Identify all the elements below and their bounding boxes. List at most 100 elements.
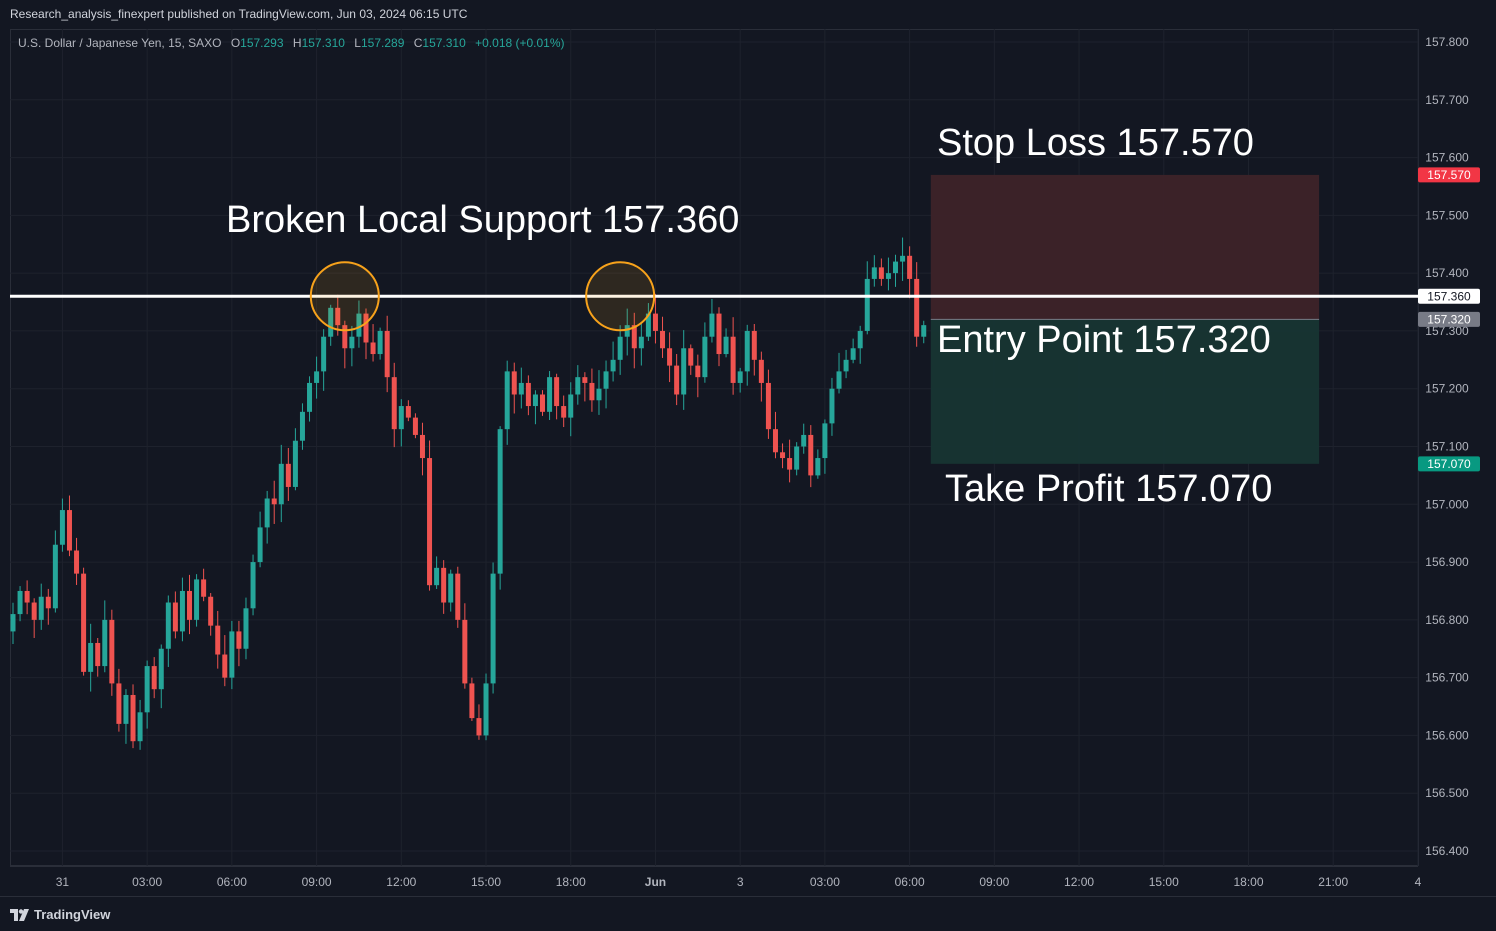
time-tick-label: 3 bbox=[737, 875, 744, 889]
candle-body bbox=[829, 388, 835, 424]
candle-body bbox=[561, 406, 567, 418]
candle-body bbox=[38, 596, 44, 620]
price-tick-label: 157.000 bbox=[1425, 497, 1469, 511]
price-tick-label: 156.500 bbox=[1425, 786, 1469, 800]
time-tick-label: Jun bbox=[645, 875, 666, 889]
time-tick-label: 18:00 bbox=[1233, 875, 1263, 889]
candle-body bbox=[504, 371, 510, 430]
candle-body bbox=[801, 434, 807, 447]
candle-body bbox=[419, 434, 425, 459]
candle-body bbox=[194, 579, 200, 620]
candle-body bbox=[172, 602, 178, 632]
price-tick-label: 157.200 bbox=[1425, 382, 1469, 396]
candle-body bbox=[674, 365, 680, 395]
candle-body bbox=[787, 458, 793, 470]
candle-body bbox=[187, 590, 192, 620]
candle-body bbox=[441, 567, 447, 603]
candle-body bbox=[74, 550, 80, 574]
time-tick-label: 06:00 bbox=[217, 875, 247, 889]
candle-body bbox=[59, 510, 65, 545]
candle-body bbox=[52, 544, 58, 609]
time-tick-label: 03:00 bbox=[810, 875, 840, 889]
candle-body bbox=[822, 423, 828, 459]
candle-body bbox=[328, 307, 334, 337]
candle-body bbox=[95, 642, 101, 667]
candle-body bbox=[518, 382, 524, 395]
support-annotation: Broken Local Support 157.360 bbox=[226, 199, 740, 241]
price-axis-tag bbox=[1418, 311, 1480, 327]
candle-body bbox=[116, 683, 122, 724]
time-axis[interactable] bbox=[10, 866, 1418, 896]
candle-body bbox=[292, 440, 298, 487]
candle-body bbox=[660, 330, 666, 349]
candle-body bbox=[617, 336, 623, 360]
candle-body bbox=[285, 463, 291, 487]
symbol-legend: U.S. Dollar / Japanese Yen, 15, SAXO O15… bbox=[18, 36, 565, 50]
price-axis-tag-label: 157.360 bbox=[1427, 289, 1471, 303]
candle-body bbox=[631, 325, 637, 349]
candle-body bbox=[695, 365, 701, 378]
candle-body bbox=[794, 446, 800, 470]
price-tick-label: 156.900 bbox=[1425, 555, 1469, 569]
candle-body bbox=[201, 579, 207, 597]
price-tick-label: 157.700 bbox=[1425, 93, 1469, 107]
candle-body bbox=[575, 377, 581, 395]
candle-body bbox=[907, 255, 913, 279]
candle-body bbox=[681, 348, 687, 395]
candle-body bbox=[250, 562, 256, 609]
candle-body bbox=[398, 406, 404, 430]
time-tick-label: 15:00 bbox=[1149, 875, 1179, 889]
change-value: +0.018 (+0.01%) bbox=[475, 36, 565, 50]
brand-name: TradingView bbox=[34, 907, 111, 922]
tradingview-icon bbox=[10, 908, 29, 921]
candle-body bbox=[780, 452, 786, 459]
entry-point-annotation: Entry Point 157.320 bbox=[937, 319, 1271, 361]
candle-body bbox=[215, 625, 221, 655]
price-tick-label: 157.300 bbox=[1425, 324, 1469, 338]
price-axis-tag bbox=[1418, 456, 1480, 472]
candle-body bbox=[342, 325, 348, 349]
candle-body bbox=[31, 602, 37, 620]
price-tick-label: 156.400 bbox=[1425, 844, 1469, 858]
tradingview-logo[interactable]: TradingView bbox=[10, 907, 110, 922]
time-tick-label: 12:00 bbox=[386, 875, 416, 889]
candle-body bbox=[243, 608, 249, 649]
candle-body bbox=[412, 417, 418, 435]
candle-body bbox=[490, 573, 496, 684]
time-tick-label: 09:00 bbox=[979, 875, 1009, 889]
candle-body bbox=[109, 619, 115, 684]
candle-body bbox=[885, 273, 891, 279]
chart-pane[interactable] bbox=[10, 29, 1418, 866]
candle-body bbox=[476, 718, 482, 736]
candle-body bbox=[405, 406, 411, 418]
candle-body bbox=[589, 382, 595, 401]
candle-body bbox=[582, 377, 588, 383]
candle-body bbox=[864, 278, 870, 331]
candle-body bbox=[525, 382, 531, 407]
candle-body bbox=[137, 712, 143, 742]
candle-body bbox=[462, 619, 468, 684]
candle-body bbox=[335, 307, 341, 326]
candle-body bbox=[24, 590, 30, 603]
candle-body bbox=[208, 596, 214, 626]
time-tick-label: 15:00 bbox=[471, 875, 501, 889]
price-tick-label: 156.800 bbox=[1425, 613, 1469, 627]
price-axis[interactable] bbox=[1418, 29, 1496, 866]
candle-body bbox=[307, 382, 313, 412]
candle-body bbox=[850, 348, 856, 360]
highlight-circle bbox=[585, 261, 656, 332]
candle-body bbox=[737, 371, 743, 383]
candle-body bbox=[652, 313, 658, 331]
price-tick-label: 157.100 bbox=[1425, 440, 1469, 454]
candle-body bbox=[144, 666, 150, 713]
candle-body bbox=[469, 683, 475, 719]
candle-body bbox=[102, 619, 108, 667]
candle-body bbox=[603, 371, 609, 389]
high-value: 157.310 bbox=[301, 36, 345, 50]
candle-body bbox=[857, 330, 863, 349]
candle-body bbox=[716, 313, 722, 355]
price-axis-tag bbox=[1418, 288, 1480, 304]
candle-body bbox=[271, 498, 277, 505]
candle-body bbox=[179, 590, 185, 632]
